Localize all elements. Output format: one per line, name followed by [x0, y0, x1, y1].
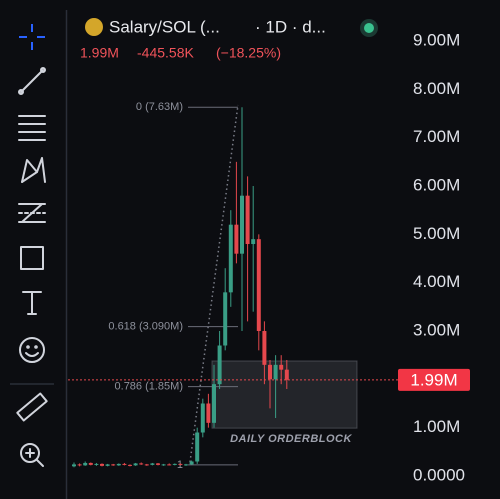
- candle-body: [284, 369, 289, 380]
- toolbar: [10, 10, 68, 499]
- fib-label: 0.786 (1.85M): [115, 380, 183, 392]
- last-price-tag: [398, 368, 470, 391]
- plot: 9.00M8.00M7.00M6.00M5.00M4.00M3.00M2.00M…: [68, 31, 470, 484]
- candle-body: [251, 239, 256, 245]
- candle-body: [240, 195, 244, 254]
- candle-body: [195, 432, 200, 462]
- y-tick-label: 7.00M: [413, 127, 460, 146]
- horizontal-lines-tool[interactable]: [18, 115, 46, 141]
- y-tick-label: 9.00M: [413, 31, 460, 50]
- candle-body: [184, 464, 188, 466]
- y-tick-label: 4.00M: [413, 272, 460, 291]
- candle-body: [83, 462, 88, 466]
- candle-body: [172, 463, 177, 465]
- candle-body: [156, 463, 160, 465]
- y-tick-label: 5.00M: [413, 224, 460, 243]
- status-dot: [364, 23, 374, 33]
- pattern-tool[interactable]: [21, 157, 46, 183]
- candle-body: [94, 463, 99, 465]
- candle-body: [133, 463, 138, 466]
- y-tick-label: 1.00M: [413, 417, 460, 436]
- candle-body: [189, 461, 194, 465]
- emoji-tool[interactable]: [19, 337, 45, 363]
- change-percent: (−18.25%): [216, 45, 281, 61]
- candle-body: [150, 463, 155, 465]
- orderblock-zone: [211, 360, 358, 429]
- orderblock-label: DAILY ORDERBLOCK: [230, 433, 352, 445]
- candle-body: [105, 464, 110, 466]
- candle-body: [139, 463, 144, 465]
- candle-body: [228, 224, 233, 293]
- fib-label: 0 (7.63M): [136, 101, 183, 113]
- candle-body: [161, 464, 166, 466]
- candle-body: [223, 292, 228, 346]
- trend-line: [189, 104, 239, 463]
- symbol-icon: [85, 18, 103, 36]
- candle-body: [128, 464, 132, 466]
- fib-tool[interactable]: [18, 203, 46, 223]
- candle-body: [144, 464, 149, 466]
- y-tick-label: 6.00M: [413, 176, 460, 195]
- change-value: -445.58K: [137, 45, 194, 61]
- candle-body: [212, 384, 216, 423]
- candle-body: [206, 403, 211, 423]
- y-tick-label: 0.0000: [413, 465, 465, 484]
- trend-line-tool[interactable]: [18, 67, 46, 95]
- text-tool[interactable]: [22, 291, 42, 315]
- candle-body: [122, 463, 127, 465]
- candle-body: [88, 462, 93, 465]
- zoom-tool[interactable]: [20, 443, 44, 467]
- fib-label: 0.618 (3.090M): [108, 321, 183, 333]
- candle-body: [100, 463, 104, 466]
- candle-body: [262, 331, 267, 365]
- candle-body: [116, 463, 121, 466]
- candle-body: [273, 364, 278, 380]
- candle-body: [217, 345, 222, 385]
- crosshair-tool[interactable]: [19, 24, 45, 50]
- candle-body: [268, 364, 272, 380]
- candle-body: [234, 224, 239, 254]
- candle-body: [72, 464, 76, 467]
- last-value: 1.99M: [80, 45, 119, 61]
- candle-body: [256, 239, 261, 332]
- header: Salary/SOL (... · 1D · d... 1.99M -445.5…: [80, 17, 378, 61]
- candle-body: [279, 364, 284, 370]
- y-tick-label: 3.00M: [413, 320, 460, 339]
- interval-label[interactable]: · 1D · d...: [255, 17, 326, 36]
- ruler-tool[interactable]: [16, 392, 48, 422]
- candle-body: [178, 463, 183, 465]
- last-price-label: 1.99M: [410, 370, 457, 389]
- candle-body: [167, 464, 172, 466]
- y-tick-label: 8.00M: [413, 79, 460, 98]
- symbol-title[interactable]: Salary/SOL (...: [109, 17, 220, 36]
- candle-body: [111, 464, 116, 466]
- candle-body: [200, 403, 205, 433]
- candle-body: [245, 195, 250, 245]
- rectangle-tool[interactable]: [20, 246, 44, 270]
- candle-body: [77, 464, 82, 466]
